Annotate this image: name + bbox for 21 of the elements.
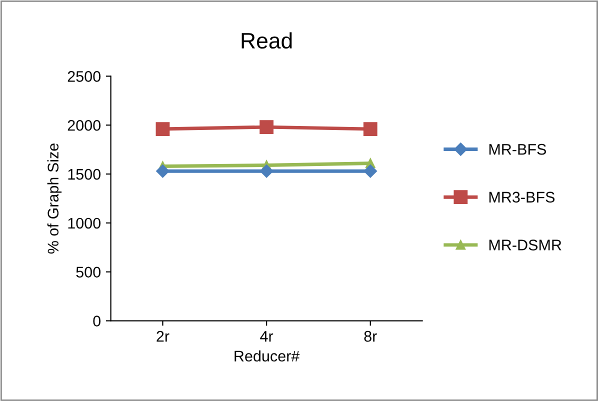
x-tick-label: 2r — [156, 330, 170, 342]
y-tick-label: 2500 — [68, 71, 100, 82]
legend-label: MR3-BFS — [489, 192, 555, 203]
point — [156, 122, 170, 136]
x-tick-label: 4r — [260, 331, 274, 342]
point — [363, 122, 378, 136]
x-axis-title: Reducer# — [234, 350, 300, 362]
legend-label: MR-DSMR — [489, 240, 562, 250]
point — [364, 164, 377, 178]
x-tick-label: 8r — [364, 330, 377, 342]
chart-title: Read — [242, 32, 292, 49]
point — [260, 120, 274, 134]
point — [260, 164, 274, 178]
y-axis-title: % of Graph Size — [47, 144, 62, 254]
y-tick-label: 1000 — [68, 218, 100, 229]
y-tick-label: 0 — [93, 316, 100, 326]
y-tick-label: 2000 — [68, 120, 100, 131]
y-tick-label: 1500 — [68, 168, 100, 180]
legend-label: MR-BFS — [489, 144, 546, 155]
point — [156, 164, 170, 178]
y-tick-label: 500 — [76, 266, 100, 278]
